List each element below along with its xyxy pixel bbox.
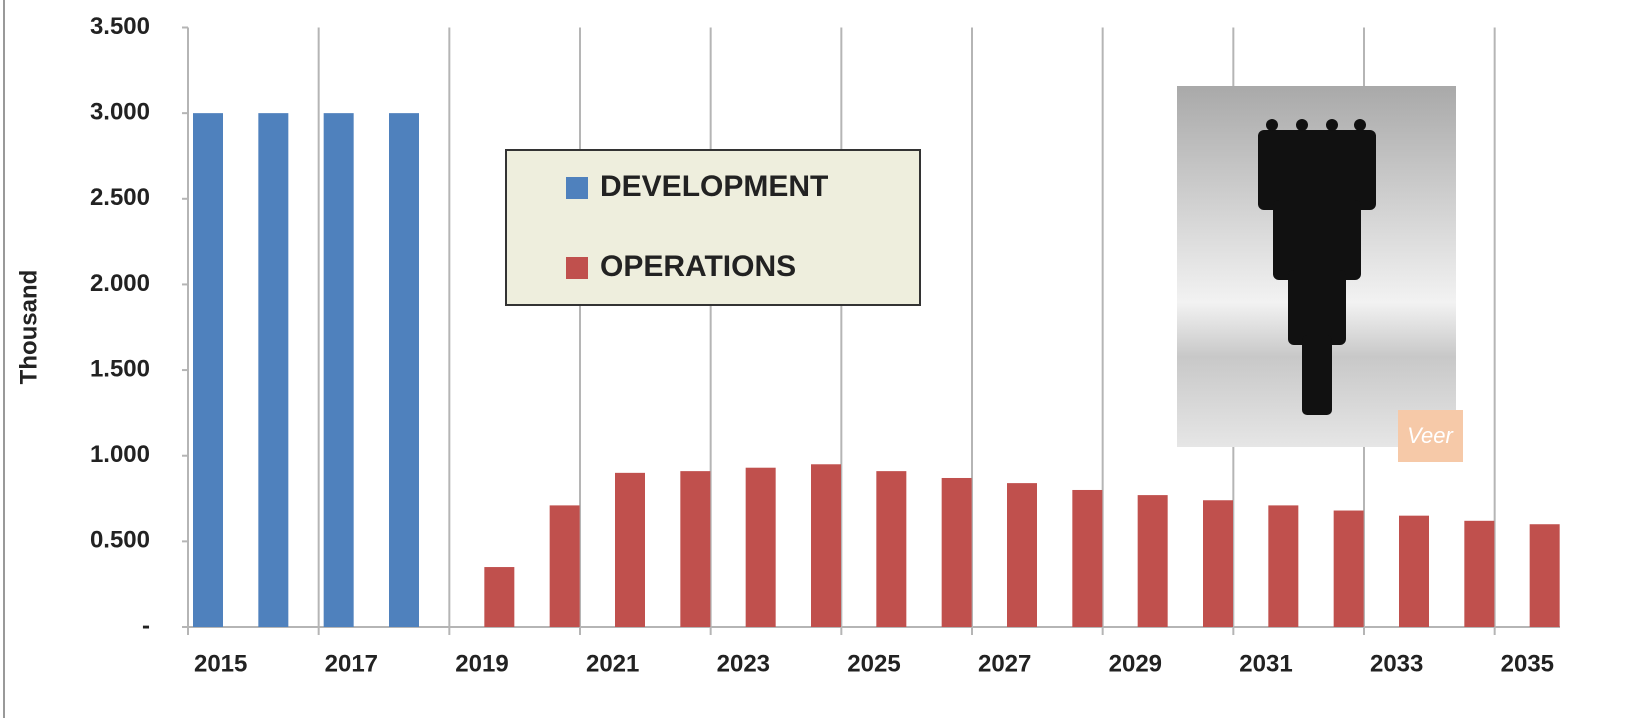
legend-swatch [566,177,588,199]
x-tick-label: 2027 [978,650,1031,677]
x-tick-label: 2033 [1370,650,1423,677]
watermark: Veer [1407,423,1454,448]
x-tick-label: 2019 [455,650,508,677]
bar [745,467,776,627]
bar [258,113,289,627]
bar [615,472,645,627]
x-tick-label: 2023 [717,650,770,677]
bar [1007,483,1037,627]
x-tick-label: 2021 [586,650,639,677]
bar [389,113,419,627]
bar [1333,510,1364,627]
x-tick-label: 2017 [325,650,378,677]
y-axis-label: Thousand [15,270,42,385]
bar [680,471,711,627]
bar [1529,524,1560,627]
x-tick-label: 2029 [1109,650,1162,677]
bar [549,505,580,627]
bar [193,113,223,627]
y-tick-label: 2.000 [90,270,150,297]
y-tick-label: 3.000 [90,98,150,125]
bar [876,471,907,627]
x-tick-label: 2035 [1501,650,1554,677]
y-tick-label: 3.500 [90,13,150,40]
y-tick-label: 1.500 [90,355,150,382]
bar [941,477,972,627]
bar [1203,500,1233,627]
bar [1268,505,1299,627]
legend-swatch [566,257,588,279]
bar [484,567,515,627]
bar [1072,489,1103,627]
bar [323,113,354,627]
photo: Veer [1177,86,1463,462]
bar [1137,495,1168,627]
legend-label: DEVELOPMENT [600,170,828,203]
y-tick-label: - [142,612,150,639]
bar [811,464,841,627]
y-tick-label: 2.500 [90,184,150,211]
y-tick-label: 1.000 [90,441,150,468]
y-tick-label: 0.500 [90,527,150,554]
x-tick-label: 2025 [847,650,900,677]
legend: DEVELOPMENT OPERATIONS [505,149,921,306]
x-tick-label: 2015 [194,650,247,677]
bar [1399,515,1429,627]
bar [1464,520,1495,627]
legend-label: OPERATIONS [600,250,796,283]
x-tick-label: 2031 [1239,650,1292,677]
